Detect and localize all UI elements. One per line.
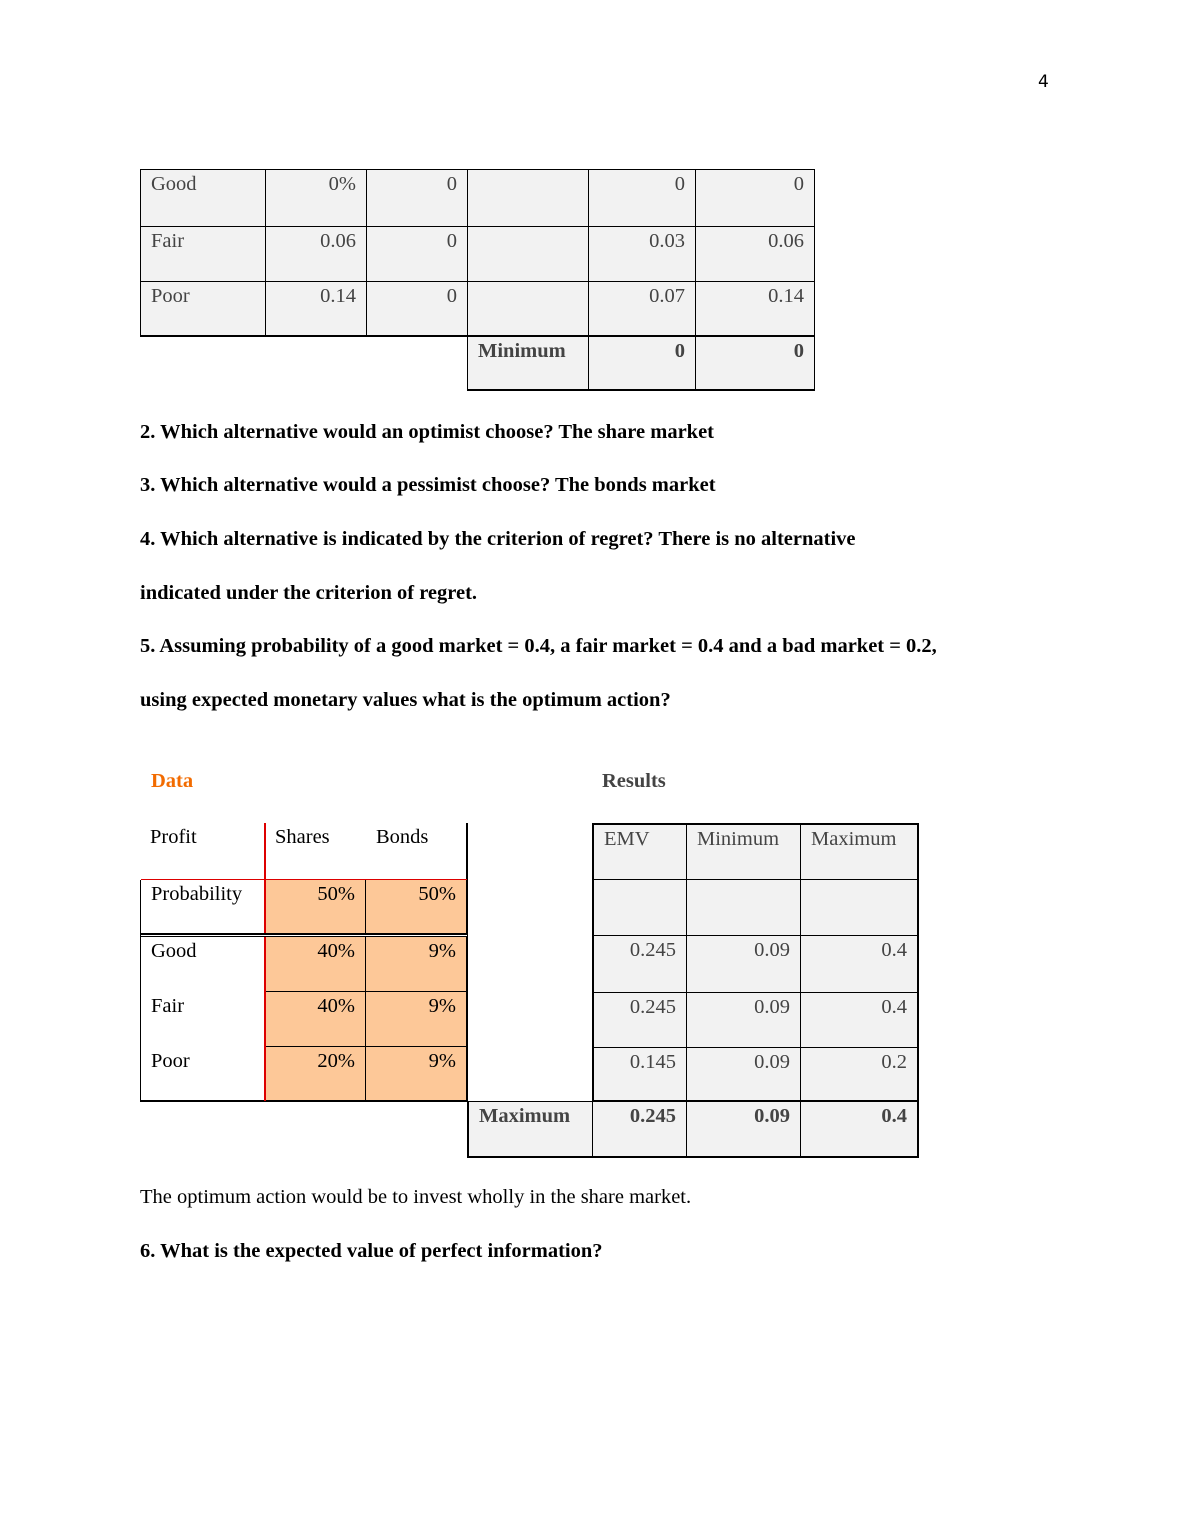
header-minimum: Minimum (686, 823, 801, 880)
row-label: Poor (141, 1047, 264, 1100)
minimum-label: Minimum (467, 336, 589, 391)
cell: 0 (366, 226, 468, 282)
row-label: Fair (140, 226, 266, 282)
question-3: 3. Which alternative would a pessimist c… (140, 474, 716, 496)
question-2: 2. Which alternative would an optimist c… (140, 421, 715, 443)
answer-5: The optimum action would be to invest wh… (140, 1186, 692, 1208)
min-cell: 0.09 (686, 992, 801, 1048)
cell (467, 281, 589, 337)
cell: 9% (366, 1047, 466, 1100)
header-shares: Shares (265, 823, 367, 880)
empty-cell (800, 879, 919, 936)
results-title: Results (602, 770, 666, 792)
cell (467, 226, 589, 282)
cell: 0 (695, 169, 815, 227)
cell: 0.06 (695, 226, 815, 282)
max-cell: 0.4 (800, 992, 919, 1048)
header-bonds: Bonds (366, 823, 466, 880)
row-label: Good (140, 169, 266, 227)
cell: 0% (265, 169, 367, 227)
maximum-label: Maximum (467, 1101, 593, 1158)
data-title: Data (151, 770, 194, 792)
cell: 9% (366, 937, 466, 992)
question-4-line1: 4. Which alternative is indicated by the… (140, 528, 856, 550)
cell: 0 (366, 169, 468, 227)
question-4-line2: indicated under the criterion of regret. (140, 582, 478, 604)
max-min: 0.09 (686, 1101, 801, 1158)
cell: 0.07 (588, 281, 696, 337)
emv-cell: 0.145 (592, 1047, 687, 1102)
cell: 0.14 (265, 281, 367, 337)
cell: 0 (588, 169, 696, 227)
header-maximum: Maximum (800, 823, 919, 880)
max-cell: 0.2 (800, 1047, 919, 1102)
header-profit: Profit (140, 823, 266, 880)
header-emv: EMV (592, 823, 687, 880)
cell: 40% (266, 992, 366, 1047)
emv-cell: 0.245 (592, 992, 687, 1048)
max-cell: 0.4 (800, 935, 919, 993)
probability-label: Probability (141, 880, 264, 934)
max-max: 0.4 (800, 1101, 919, 1158)
page-number: 4 (1038, 72, 1049, 92)
cell: 20% (266, 1047, 366, 1100)
cell: 0 (366, 281, 468, 337)
emv-cell: 0.245 (592, 935, 687, 993)
cell: 0.06 (265, 226, 367, 282)
cell (467, 169, 589, 227)
row-label: Fair (141, 992, 264, 1047)
question-6: 6. What is the expected value of perfect… (140, 1240, 603, 1262)
cell: 40% (266, 937, 366, 992)
min-cell: 0.09 (686, 935, 801, 993)
probability-bonds: 50% (366, 880, 466, 934)
empty-cell (592, 879, 687, 936)
cell: 0.14 (695, 281, 815, 337)
row-label: Good (141, 937, 264, 992)
min-cell: 0.09 (686, 1047, 801, 1102)
max-emv: 0.245 (592, 1101, 687, 1158)
cell: 0 (588, 336, 696, 391)
row-label: Poor (140, 281, 266, 337)
cell: 0.03 (588, 226, 696, 282)
cell: 9% (366, 992, 466, 1047)
cell: 0 (695, 336, 815, 391)
probability-shares: 50% (266, 880, 366, 934)
empty-cell (686, 879, 801, 936)
question-5-line2: using expected monetary values what is t… (140, 689, 671, 711)
question-5-line1: 5. Assuming probability of a good market… (140, 635, 937, 657)
